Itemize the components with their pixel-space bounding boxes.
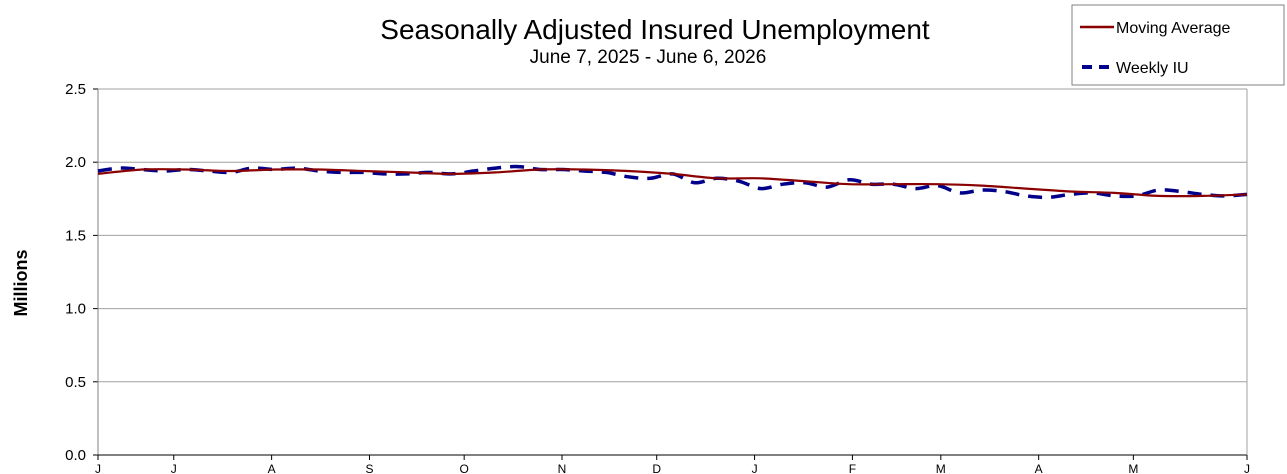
legend: Moving Average Weekly IU [1071, 4, 1285, 86]
x-tick-label: A [268, 462, 276, 474]
series-lines [97, 164, 1248, 200]
x-tick-label: F [849, 462, 856, 474]
x-tick-label: J [171, 462, 177, 474]
x-tick-label: M [1128, 462, 1138, 474]
y-axis-label: Millions [11, 250, 31, 317]
x-tick-label: J [1244, 462, 1250, 474]
x-tick-label: S [365, 462, 373, 474]
y-tick-label: 1.5 [65, 227, 86, 244]
y-tick-label: 1.0 [65, 301, 86, 318]
y-tick-label: 0.0 [65, 447, 86, 464]
y-tick-labels: 0.0 0.5 1.0 1.5 2.0 2.5 [65, 81, 86, 464]
legend-label-moving-average: Moving Average [1116, 20, 1231, 37]
y-tick-label: 0.5 [65, 374, 86, 391]
gridlines [93, 88, 1247, 456]
legend-box [1071, 4, 1285, 86]
x-tick-label: N [558, 462, 567, 474]
x-tick-label: O [459, 462, 468, 474]
y-tick-label: 2.5 [65, 81, 86, 98]
series-line-moving-average [97, 168, 1248, 198]
chart-title: Seasonally Adjusted Insured Unemployment [380, 14, 930, 45]
x-tick-label: J [752, 462, 758, 474]
x-tick-label: A [1035, 462, 1043, 474]
legend-label-weekly-iu: Weekly IU [1116, 60, 1189, 77]
y-tick-label: 2.0 [65, 154, 86, 171]
x-tick-label: D [652, 462, 661, 474]
x-tick-label: J [95, 462, 101, 474]
axes [97, 88, 1248, 460]
x-tick-label: M [936, 462, 946, 474]
chart-subtitle: June 7, 2025 - June 6, 2026 [530, 47, 767, 68]
